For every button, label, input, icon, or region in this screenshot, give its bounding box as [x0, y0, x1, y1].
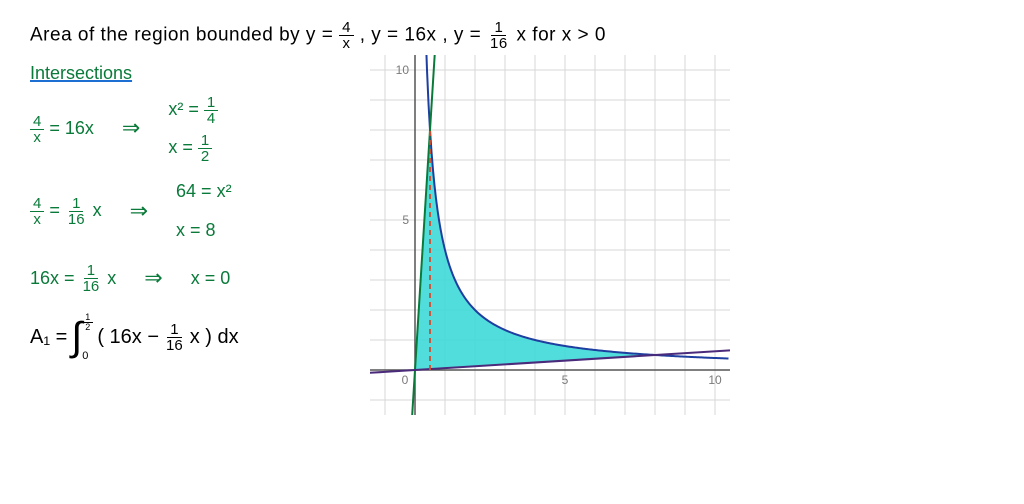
- svg-text:5: 5: [402, 213, 409, 227]
- svg-text:0: 0: [402, 373, 409, 387]
- implies-arrow: ⇒: [144, 257, 162, 299]
- svg-text:10: 10: [708, 373, 722, 387]
- chart-region: 0 5 10 5 10: [370, 55, 730, 420]
- implies-arrow: ⇒: [122, 107, 140, 149]
- implies-arrow: ⇒: [130, 190, 148, 232]
- svg-text:5: 5: [562, 373, 569, 387]
- problem-title: Area of the region bounded by y = 4x , y…: [30, 20, 994, 51]
- bounded-region-chart: 0 5 10 5 10: [370, 55, 730, 415]
- svg-text:10: 10: [396, 63, 410, 77]
